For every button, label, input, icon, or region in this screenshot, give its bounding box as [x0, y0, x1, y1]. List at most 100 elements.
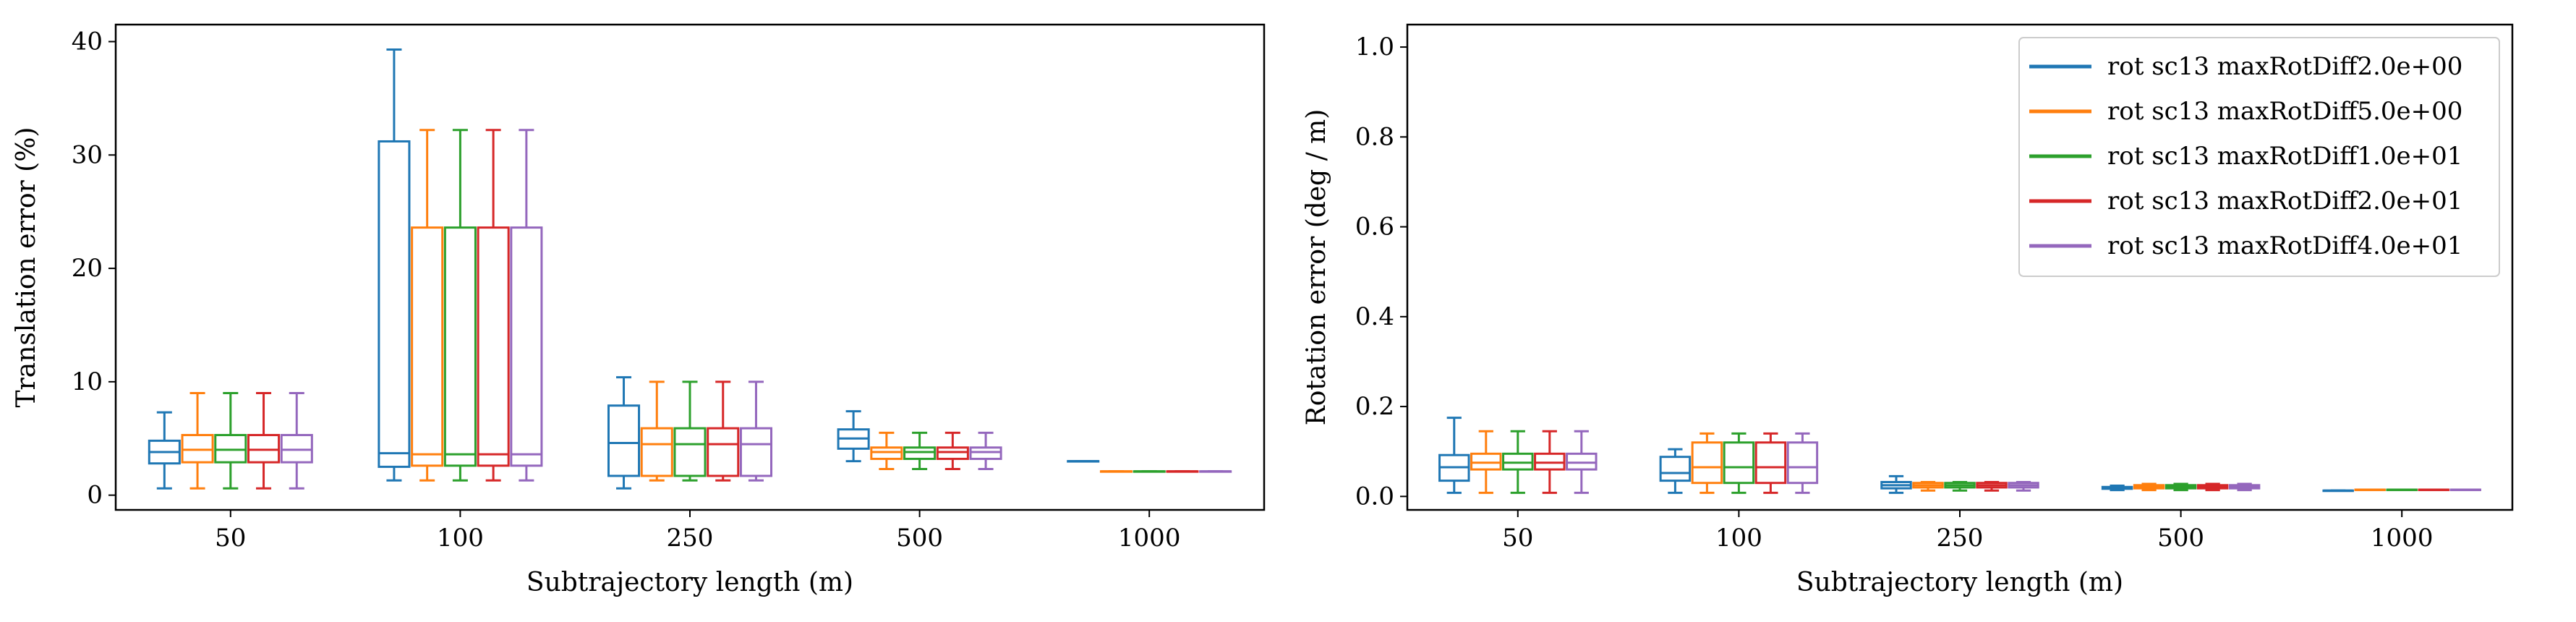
box-4-3 — [969, 431, 1002, 471]
box-body — [1470, 452, 1502, 471]
box-1-1 — [1691, 432, 1723, 494]
box-0-1 — [1659, 448, 1692, 494]
box-2-1 — [1723, 432, 1755, 494]
box-body — [1754, 441, 1787, 485]
legend-label: rot sc13 maxRotDiff5.0e+00 — [2107, 97, 2462, 126]
box-0-4 — [2322, 489, 2354, 493]
box-4-0 — [1566, 430, 1598, 494]
box-0-3 — [2101, 484, 2133, 492]
box-4-0 — [280, 392, 313, 490]
y-tick-label: 0.2 — [1355, 392, 1394, 421]
x-tick-label: 100 — [437, 524, 484, 553]
y-tick-label: 0.4 — [1355, 302, 1394, 331]
y-axis-title: Rotation error (deg / m) — [1302, 109, 1331, 426]
box-0-3 — [837, 410, 870, 463]
legend-label: rot sc13 maxRotDiff2.0e+00 — [2107, 52, 2462, 81]
box-4-1 — [510, 129, 543, 482]
box-4-2 — [739, 380, 773, 482]
box-body — [1786, 441, 1819, 485]
box-body — [969, 446, 1002, 460]
box-body — [214, 434, 247, 464]
box-4-1 — [1786, 432, 1819, 494]
box-1-3 — [870, 431, 903, 471]
y-axis-title: Translation error (%) — [12, 127, 41, 408]
box-4-3 — [2228, 482, 2261, 492]
y-tick-label: 0.0 — [1355, 482, 1394, 511]
x-tick-label: 1000 — [1118, 524, 1181, 553]
box-3-0 — [1534, 430, 1566, 494]
box-body — [247, 434, 281, 464]
translation-error-panel: 0 10 20 30 40 50 100 250 500 1000 Subtrajectory le… — [12, 23, 1266, 597]
box-body — [673, 427, 707, 477]
box-0-0 — [1438, 417, 1470, 494]
box-body — [181, 434, 214, 464]
y-tick-label: 30 — [72, 140, 103, 169]
box-body — [1502, 452, 1534, 471]
x-tick-label: 500 — [2157, 524, 2204, 553]
box-2-0 — [1502, 430, 1534, 494]
box-body — [510, 226, 543, 467]
y-tick-label: 0.8 — [1355, 122, 1394, 151]
legend-label: rot sc13 maxRotDiff2.0e+01 — [2107, 187, 2462, 216]
x-tick-label: 50 — [1502, 524, 1533, 553]
box-body — [1534, 452, 1566, 471]
y-tick-label: 40 — [72, 27, 103, 56]
x-axis-title: Subtrajectory length (m) — [1796, 568, 2123, 597]
box-0-0 — [148, 411, 181, 490]
legend-frame — [2018, 37, 2500, 277]
box-1-0 — [1470, 430, 1502, 494]
box-2-2 — [673, 380, 707, 482]
rotation-error-panel: 0.0 0.2 0.4 0.6 0.8 1.0 50 100 250 500 1000 Subtraj… — [1302, 23, 2514, 597]
box-0-2 — [607, 376, 641, 490]
x-tick-label: 100 — [1715, 524, 1762, 553]
box-3-1 — [1754, 432, 1787, 494]
box-3-3 — [936, 431, 969, 471]
box-2-3 — [903, 431, 937, 471]
y-tick-label: 20 — [72, 254, 103, 283]
x-tick-label: 250 — [1937, 524, 1984, 553]
legend-label: rot sc13 maxRotDiff4.0e+01 — [2107, 231, 2462, 260]
plot-frame — [1406, 23, 2514, 511]
box-body — [739, 427, 773, 477]
box-body — [1659, 456, 1692, 482]
legend-label: rot sc13 maxRotDiff1.0e+01 — [2107, 142, 2462, 171]
x-axis-title: Subtrajectory length (m) — [526, 568, 853, 597]
box-3-0 — [247, 392, 281, 490]
box-body — [1691, 441, 1723, 485]
y-tick-label: 0.6 — [1355, 213, 1394, 242]
y-tick-label: 10 — [72, 367, 103, 396]
box-body — [870, 446, 903, 460]
box-2-1 — [443, 129, 477, 482]
box-2-3 — [2165, 482, 2197, 492]
plot-frame — [114, 23, 1266, 511]
box-4-2 — [2008, 480, 2039, 492]
box-0-2 — [1880, 474, 1912, 494]
box-body — [903, 446, 937, 460]
box-body — [1566, 452, 1598, 471]
box-1-2 — [640, 380, 673, 482]
box-body — [280, 434, 313, 464]
box-1-0 — [181, 392, 214, 490]
y-tick-label: 0 — [87, 481, 103, 510]
box-2-2 — [1944, 480, 1976, 492]
box-1-3 — [2133, 482, 2165, 492]
box-3-3 — [2196, 482, 2229, 492]
x-tick-label: 250 — [667, 524, 714, 553]
box-3-2 — [707, 380, 740, 482]
box-1-1 — [411, 129, 444, 482]
box-body — [607, 404, 641, 477]
box-3-2 — [1976, 480, 2008, 492]
x-tick-label: 50 — [215, 524, 246, 553]
box-body — [443, 226, 477, 467]
box-body — [477, 226, 510, 467]
box-body — [640, 427, 673, 477]
x-tick-label: 500 — [896, 524, 943, 553]
box-1-2 — [1912, 480, 1944, 492]
box-body — [378, 140, 411, 468]
box-body — [707, 427, 740, 477]
legend: rot sc13 maxRotDiff2.0e+00 rot sc13 maxRo… — [2018, 37, 2500, 277]
x-tick-label: 1000 — [2371, 524, 2434, 553]
y-tick-label: 1.0 — [1355, 33, 1394, 61]
box-0-1 — [378, 48, 411, 482]
